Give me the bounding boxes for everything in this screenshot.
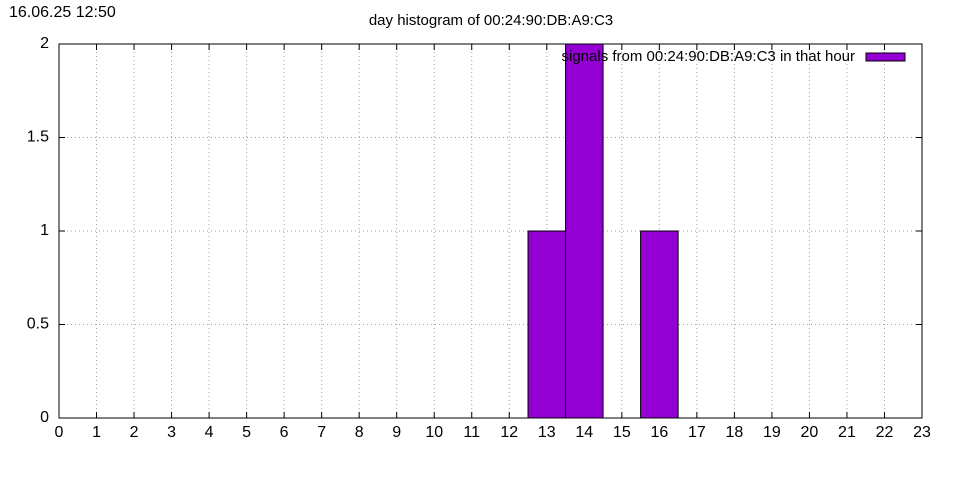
x-tick-label: 9: [392, 424, 401, 441]
x-tick-label: 7: [317, 424, 326, 441]
y-tick-label: 0: [40, 409, 49, 426]
x-tick-label: 0: [55, 424, 64, 441]
plot-border: [58, 43, 923, 419]
y-tick-label: 0.5: [27, 316, 49, 333]
x-tick-label: 22: [876, 424, 894, 441]
x-tick-label: 23: [913, 424, 931, 441]
x-tick-label: 18: [725, 424, 743, 441]
bar: [640, 230, 679, 419]
x-tick-label: 21: [838, 424, 856, 441]
x-tick-label: 1: [92, 424, 101, 441]
legend-label: signals from 00:24:90:DB:A9:C3 in that h…: [562, 48, 856, 65]
x-tick-label: 14: [575, 424, 593, 441]
x-tick-label: 4: [205, 424, 214, 441]
x-tick-label: 8: [355, 424, 364, 441]
x-tick-label: 2: [130, 424, 139, 441]
x-tick-label: 12: [500, 424, 518, 441]
x-tick-label: 13: [538, 424, 556, 441]
y-tick-label: 1.5: [27, 129, 49, 146]
y-tick-label: 2: [40, 35, 49, 52]
x-tick-label: 6: [280, 424, 289, 441]
x-tick-label: 20: [801, 424, 819, 441]
x-tick-label: 10: [425, 424, 443, 441]
y-tick-label: 1: [40, 222, 49, 239]
x-tick-label: 19: [763, 424, 781, 441]
x-tick-label: 17: [688, 424, 706, 441]
x-tick-label: 11: [463, 424, 480, 441]
bar: [527, 230, 567, 419]
bar: [565, 43, 604, 419]
x-tick-label: 3: [167, 424, 176, 441]
x-tick-label: 16: [650, 424, 668, 441]
x-tick-label: 15: [613, 424, 631, 441]
chart-title: day histogram of 00:24:90:DB:A9:C3: [369, 12, 613, 29]
timestamp: 16.06.25 12:50: [9, 4, 116, 21]
legend-swatch: [865, 52, 906, 62]
x-tick-label: 5: [242, 424, 251, 441]
